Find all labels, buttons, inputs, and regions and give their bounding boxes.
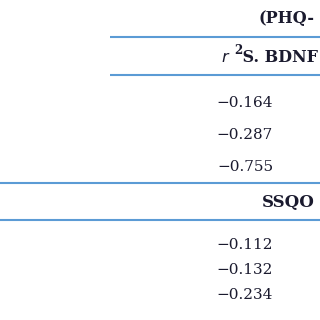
Text: $\it{r}$: $\it{r}$ — [220, 50, 230, 65]
Text: −0.132: −0.132 — [217, 263, 273, 277]
Text: (PHQ-: (PHQ- — [259, 10, 315, 27]
Text: −0.287: −0.287 — [217, 128, 273, 142]
Text: −0.164: −0.164 — [217, 96, 273, 110]
Text: −0.112: −0.112 — [217, 238, 273, 252]
Text: S. BDNF: S. BDNF — [237, 49, 318, 66]
Text: 2: 2 — [234, 44, 242, 58]
Text: −0.234: −0.234 — [217, 288, 273, 302]
Text: −0.755: −0.755 — [217, 160, 273, 174]
Text: SSQO: SSQO — [262, 194, 315, 211]
